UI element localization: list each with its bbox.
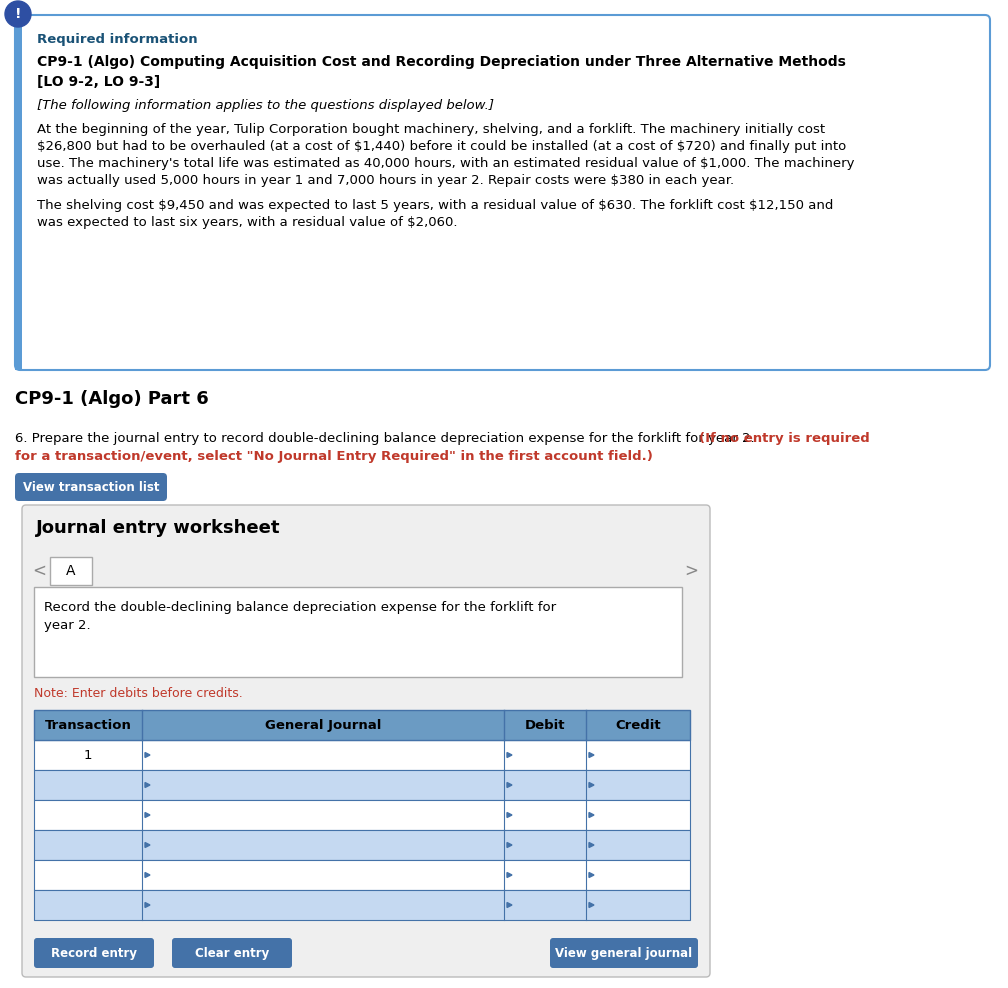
Text: CP9-1 (Algo) Computing Acquisition Cost and Recording Depreciation under Three A: CP9-1 (Algo) Computing Acquisition Cost … <box>37 55 846 69</box>
Polygon shape <box>589 782 594 787</box>
Polygon shape <box>589 812 594 817</box>
FancyBboxPatch shape <box>34 938 154 968</box>
FancyBboxPatch shape <box>172 938 292 968</box>
Text: year 2.: year 2. <box>44 619 91 632</box>
Polygon shape <box>589 843 594 848</box>
Polygon shape <box>145 902 150 908</box>
Polygon shape <box>507 902 512 908</box>
Polygon shape <box>589 902 594 908</box>
Polygon shape <box>507 753 512 758</box>
Bar <box>34 890 690 920</box>
Text: was expected to last six years, with a residual value of $2,060.: was expected to last six years, with a r… <box>37 216 458 229</box>
Bar <box>34 800 690 830</box>
Bar <box>50 557 92 585</box>
Bar <box>34 830 690 860</box>
Text: >: > <box>684 562 698 580</box>
Polygon shape <box>145 753 150 758</box>
FancyBboxPatch shape <box>550 938 698 968</box>
Text: Journal entry worksheet: Journal entry worksheet <box>36 519 280 537</box>
Text: The shelving cost $9,450 and was expected to last 5 years, with a residual value: The shelving cost $9,450 and was expecte… <box>37 199 834 212</box>
Text: Transaction: Transaction <box>44 718 131 731</box>
Text: 6. Prepare the journal entry to record double-declining balance depreciation exp: 6. Prepare the journal entry to record d… <box>15 432 759 445</box>
Text: Required information: Required information <box>37 33 198 46</box>
Text: View general journal: View general journal <box>555 947 692 959</box>
Text: Note: Enter debits before credits.: Note: Enter debits before credits. <box>34 687 243 700</box>
Text: 1: 1 <box>84 749 93 762</box>
Text: At the beginning of the year, Tulip Corporation bought machinery, shelving, and : At the beginning of the year, Tulip Corp… <box>37 123 826 136</box>
Polygon shape <box>507 843 512 848</box>
Polygon shape <box>145 782 150 787</box>
Bar <box>34 587 682 677</box>
Text: <: < <box>32 562 46 580</box>
Text: Debit: Debit <box>525 718 565 731</box>
Bar <box>34 740 690 770</box>
Circle shape <box>5 1 31 27</box>
Bar <box>34 770 690 800</box>
Polygon shape <box>507 872 512 877</box>
Polygon shape <box>145 872 150 877</box>
Text: [LO 9-2, LO 9-3]: [LO 9-2, LO 9-3] <box>37 75 160 89</box>
FancyBboxPatch shape <box>15 15 990 370</box>
Text: (If no entry is required: (If no entry is required <box>699 432 870 445</box>
Polygon shape <box>589 872 594 877</box>
Text: $26,800 but had to be overhauled (at a cost of $1,440) before it could be instal: $26,800 but had to be overhauled (at a c… <box>37 140 847 153</box>
FancyBboxPatch shape <box>15 473 167 501</box>
Bar <box>15 15 22 370</box>
FancyBboxPatch shape <box>22 505 710 977</box>
Text: Clear entry: Clear entry <box>195 947 269 959</box>
Text: A: A <box>67 564 76 578</box>
Text: for a transaction/event, select "No Journal Entry Required" in the first account: for a transaction/event, select "No Jour… <box>15 450 653 463</box>
Text: [The following information applies to the questions displayed below.]: [The following information applies to th… <box>37 99 494 112</box>
Polygon shape <box>145 843 150 848</box>
Bar <box>34 710 690 740</box>
Polygon shape <box>507 782 512 787</box>
Text: !: ! <box>15 7 21 21</box>
Polygon shape <box>145 812 150 817</box>
Text: use. The machinery's total life was estimated as 40,000 hours, with an estimated: use. The machinery's total life was esti… <box>37 157 855 170</box>
Polygon shape <box>589 753 594 758</box>
Text: was actually used 5,000 hours in year 1 and 7,000 hours in year 2. Repair costs : was actually used 5,000 hours in year 1 … <box>37 174 734 187</box>
Polygon shape <box>507 812 512 817</box>
Text: General Journal: General Journal <box>265 718 381 731</box>
Text: Credit: Credit <box>615 718 661 731</box>
Text: Record entry: Record entry <box>51 947 137 959</box>
Bar <box>34 860 690 890</box>
Text: View transaction list: View transaction list <box>23 480 159 493</box>
Text: Record the double-declining balance depreciation expense for the forklift for: Record the double-declining balance depr… <box>44 601 556 614</box>
Text: CP9-1 (Algo) Part 6: CP9-1 (Algo) Part 6 <box>15 390 209 408</box>
